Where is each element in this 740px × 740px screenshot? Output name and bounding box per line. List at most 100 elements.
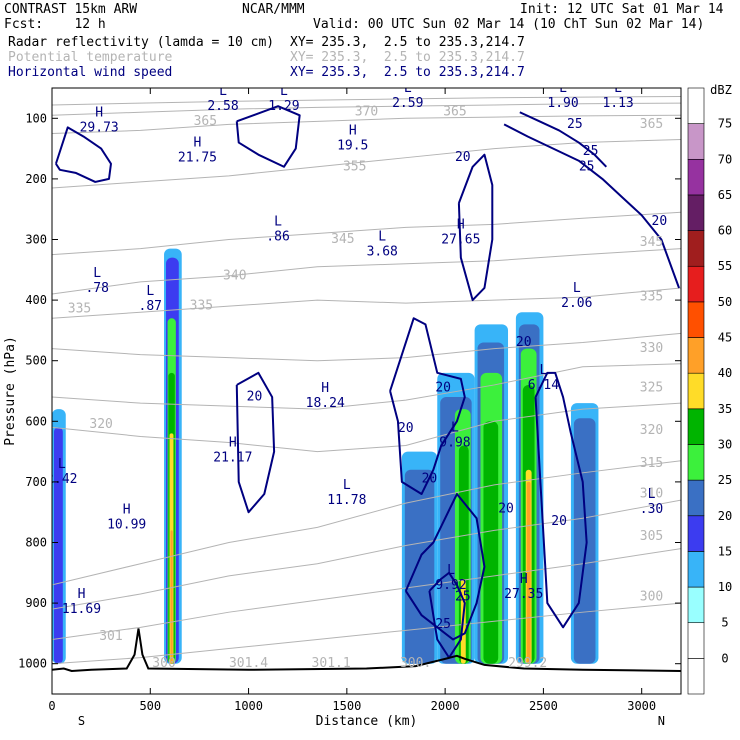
wind-label-1: 20	[398, 421, 414, 436]
extremum-value-21: 10.99	[107, 517, 146, 532]
colorbar-unit: dBZ	[710, 83, 732, 97]
y-axis-label: Pressure (hPa)	[3, 336, 18, 446]
colorbar-swatch	[687, 408, 705, 445]
colorbar-swatch	[687, 658, 705, 695]
extremum-value-12: .87	[139, 299, 162, 314]
theta-label-2: 310	[640, 487, 663, 502]
init-time: Init: 12 UTC Sat 01 Mar 14	[520, 2, 724, 17]
reflectivity-cell-0-1	[53, 427, 63, 664]
theta-label-4: 320	[89, 417, 112, 432]
theta-label-12: 345	[331, 232, 354, 247]
theta-contour-330	[52, 332, 681, 362]
theta-contour-320	[52, 402, 681, 453]
colorbar-swatch	[687, 87, 705, 124]
extremum-value-11: .78	[85, 281, 108, 296]
extremum-value-8: .86	[266, 229, 289, 244]
extremum-value-9: 3.68	[367, 245, 398, 260]
extremum-value-20: .30	[640, 502, 663, 517]
theta-label-18: 365	[640, 117, 663, 132]
theta-label-19: 301	[99, 629, 122, 644]
theta-label-8: 335	[68, 302, 91, 317]
extremum-value-3: 2.58	[207, 99, 238, 114]
y-tick-label: 800	[25, 536, 47, 550]
colorbar-swatch	[687, 194, 705, 231]
extremum-type-23: H	[520, 572, 528, 587]
colorbar-swatch	[687, 230, 705, 267]
colorbar-tick-label: 45	[718, 331, 732, 345]
axes: 100 200 300 400 500 600 700 800 900 1000 0 500 1000 1…	[3, 88, 681, 729]
extremum-type-6: L	[559, 81, 567, 96]
y-tick-label: 900	[25, 596, 47, 610]
center-name: NCAR/MMM	[242, 2, 305, 17]
wind-label-3: 20	[455, 150, 471, 165]
theta-contour-340	[52, 248, 681, 295]
extremum-value-6: 1.90	[547, 96, 578, 111]
extremum-type-9: L	[378, 230, 386, 245]
extremum-type-18: L	[58, 457, 66, 472]
x-end-label-north: N	[658, 714, 665, 728]
y-tick-label: 400	[25, 293, 47, 307]
theta-label-22: 301.1	[312, 656, 351, 671]
colorbar-tick-label: 5	[721, 616, 728, 630]
wind-label-12: 25	[435, 617, 451, 632]
wind-contour-4	[457, 153, 494, 302]
contour-labels-layer: 300 305 310 315 320 320 325 330 335 335 335 340 345 3…	[46, 81, 667, 671]
extremum-value-13: 2.06	[561, 296, 592, 311]
extremum-type-21: H	[123, 502, 131, 517]
reflectivity-cell-4-3	[483, 421, 499, 664]
wind-contour-5	[503, 123, 680, 289]
extremum-value-24: 11.69	[62, 602, 101, 617]
colorbar-swatch	[687, 372, 705, 410]
extremum-value-15: 18.24	[306, 396, 345, 411]
x-tick-label: 0	[48, 699, 55, 713]
colorbar-swatch	[687, 337, 705, 374]
wind-label-4: 20	[516, 335, 532, 350]
wind-contour-0	[54, 126, 112, 183]
extremum-value-10: 27.65	[441, 232, 480, 247]
extremum-value-19: 11.78	[327, 493, 366, 508]
colorbar-tick-label: 70	[718, 152, 732, 166]
extremum-type-22: L	[447, 563, 455, 578]
x-end-label-south: S	[78, 714, 85, 728]
extremum-value-7: 1.13	[602, 96, 633, 111]
theta-label-15: 365	[194, 114, 217, 129]
extremum-type-4: L	[280, 84, 288, 99]
extremum-value-23: 27.35	[504, 587, 543, 602]
wind-label-0: 20	[435, 380, 451, 395]
theta-contour-370	[52, 95, 681, 106]
colorbar-tick-label: 55	[718, 259, 732, 273]
extremum-type-0: H	[95, 105, 103, 120]
colorbar-swatch	[687, 444, 705, 481]
colorbar-tick-label: 40	[718, 366, 732, 380]
plot-area: 300 305 310 315 320 320 325 330 335 335 335 340 345 3…	[46, 81, 681, 672]
extremum-value-1: 21.75	[178, 151, 217, 166]
theta-contour-325	[52, 363, 681, 410]
wind-contour-9	[428, 571, 466, 659]
theta-contour-300	[52, 602, 681, 665]
theta-label-24: 299.2	[508, 656, 547, 671]
x-tick-label: 500	[139, 699, 161, 713]
extremum-type-8: L	[274, 214, 282, 229]
extremum-type-2: H	[349, 124, 357, 139]
wind-label-7: 20	[551, 514, 567, 529]
extremum-value-17: 21.17	[213, 451, 252, 466]
theta-label-21: 301.4	[229, 656, 268, 671]
x-tick-label: 3000	[627, 699, 656, 713]
colorbar-swatch	[687, 622, 705, 659]
colorbar-tick-label: 65	[718, 188, 732, 202]
theta-contour-310	[52, 499, 681, 610]
valid-time: Valid: 00 UTC Sun 02 Mar 14 (10 ChT Sun …	[313, 17, 705, 32]
extremum-type-3: L	[219, 84, 227, 99]
x-axis-label: Distance (km)	[316, 714, 418, 729]
extremum-value-18: 2.42	[46, 472, 77, 487]
theta-label-10: 335	[640, 290, 663, 305]
wind-label-11: 25	[583, 144, 599, 159]
reflectivity-cell-1-5	[170, 530, 173, 664]
colorbar-tick-label: 20	[718, 509, 732, 523]
extremum-value-5: 2.59	[392, 96, 423, 111]
theta-contour-315	[52, 460, 681, 586]
extremum-type-10: H	[457, 217, 465, 232]
colorbar-swatch	[687, 158, 705, 196]
theta-label-11: 340	[223, 268, 246, 283]
y-tick-label: 500	[25, 354, 47, 368]
